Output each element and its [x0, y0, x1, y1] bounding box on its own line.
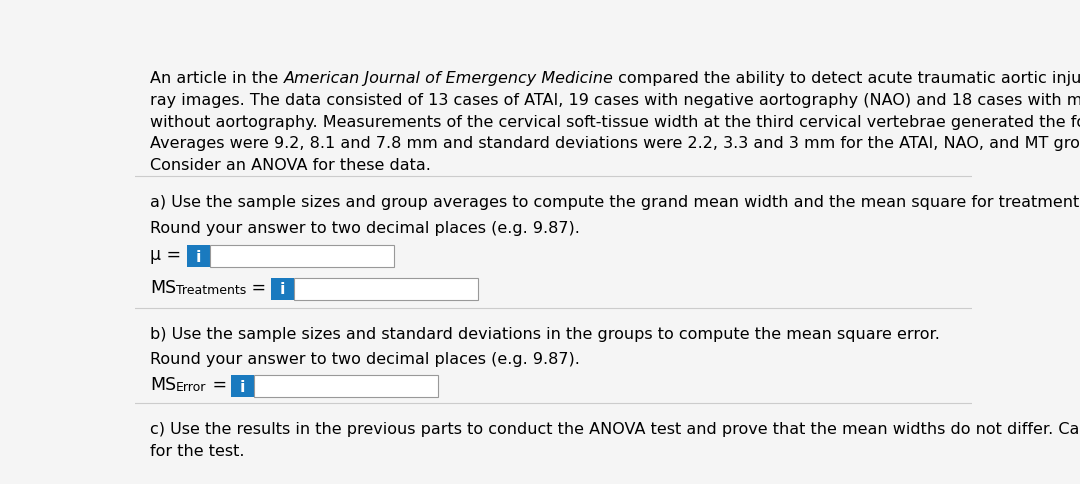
- Text: without aortography. Measurements of the cervical soft-tissue width at the third: without aortography. Measurements of the…: [150, 114, 1080, 129]
- Text: =: =: [206, 376, 227, 393]
- Text: Error: Error: [176, 380, 206, 393]
- FancyBboxPatch shape: [271, 278, 294, 300]
- FancyBboxPatch shape: [294, 278, 478, 300]
- Text: a) Use the sample sizes and group averages to compute the grand mean width and t: a) Use the sample sizes and group averag…: [150, 195, 1080, 210]
- FancyBboxPatch shape: [211, 245, 394, 268]
- Text: ray images. The data consisted of 13 cases of ATAI, 19 cases with negative aorto: ray images. The data consisted of 13 cas…: [150, 93, 1080, 108]
- Text: Consider an ANOVA for these data.: Consider an ANOVA for these data.: [150, 158, 431, 173]
- Text: An article in the: An article in the: [150, 71, 283, 86]
- Text: b) Use the sample sizes and standard deviations in the groups to compute the mea: b) Use the sample sizes and standard dev…: [150, 326, 940, 341]
- Text: Averages were 9.2, 8.1 and 7.8 mm and standard deviations were 2.2, 3.3 and 3 mm: Averages were 9.2, 8.1 and 7.8 mm and st…: [150, 136, 1080, 151]
- Text: Round your answer to two decimal places (e.g. 9.87).: Round your answer to two decimal places …: [150, 351, 580, 366]
- Text: =: =: [246, 278, 267, 296]
- Text: American Journal of Emergency Medicine: American Journal of Emergency Medicine: [283, 71, 613, 86]
- Text: μ =: μ =: [150, 245, 187, 263]
- FancyBboxPatch shape: [231, 376, 254, 397]
- Text: MS: MS: [150, 376, 176, 393]
- Text: i: i: [240, 379, 245, 394]
- Text: c) Use the results in the previous parts to conduct the ANOVA test and prove tha: c) Use the results in the previous parts…: [150, 422, 1080, 437]
- Text: i: i: [280, 282, 285, 297]
- Text: Treatments: Treatments: [176, 283, 246, 296]
- Text: compared the ability to detect acute traumatic aortic injury (ATAI) on cervical : compared the ability to detect acute tra…: [613, 71, 1080, 86]
- Text: for the test.: for the test.: [150, 443, 244, 458]
- FancyBboxPatch shape: [254, 376, 438, 397]
- FancyBboxPatch shape: [187, 245, 211, 268]
- Text: i: i: [195, 249, 201, 264]
- Text: MS: MS: [150, 278, 176, 296]
- Text: Round your answer to two decimal places (e.g. 9.87).: Round your answer to two decimal places …: [150, 220, 580, 235]
